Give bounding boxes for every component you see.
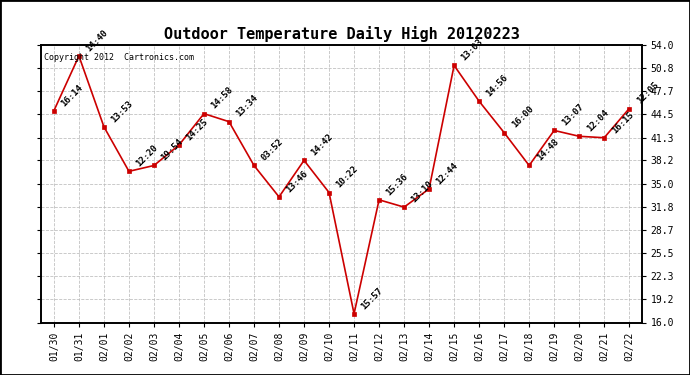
Text: 14:58: 14:58: [210, 86, 235, 111]
Text: 14:42: 14:42: [310, 132, 335, 158]
Text: 13:10: 13:10: [410, 179, 435, 204]
Text: 16:14: 16:14: [59, 82, 85, 108]
Text: 12:05: 12:05: [635, 80, 660, 106]
Text: 13:03: 13:03: [460, 37, 485, 63]
Text: 13:34: 13:34: [235, 93, 260, 119]
Title: Outdoor Temperature Daily High 20120223: Outdoor Temperature Daily High 20120223: [164, 27, 520, 42]
Text: 12:44: 12:44: [435, 161, 460, 186]
Text: 10:22: 10:22: [335, 164, 360, 190]
Text: 14:25: 14:25: [184, 117, 210, 142]
Text: 15:36: 15:36: [384, 172, 410, 197]
Text: 13:46: 13:46: [284, 169, 310, 194]
Text: 14:56: 14:56: [484, 73, 510, 99]
Text: 14:48: 14:48: [535, 137, 560, 163]
Text: 16:00: 16:00: [510, 105, 535, 130]
Text: Copyright 2012  Cartronics.com: Copyright 2012 Cartronics.com: [44, 53, 195, 62]
Text: 13:07: 13:07: [560, 102, 585, 128]
Text: 14:40: 14:40: [84, 28, 110, 53]
Text: 15:57: 15:57: [359, 286, 385, 311]
Text: 19:54: 19:54: [159, 137, 185, 163]
Text: 16:15: 16:15: [610, 110, 635, 135]
Text: 12:20: 12:20: [135, 143, 160, 168]
Text: 13:53: 13:53: [110, 99, 135, 124]
Text: 03:52: 03:52: [259, 137, 285, 163]
Text: 12:04: 12:04: [584, 108, 610, 134]
